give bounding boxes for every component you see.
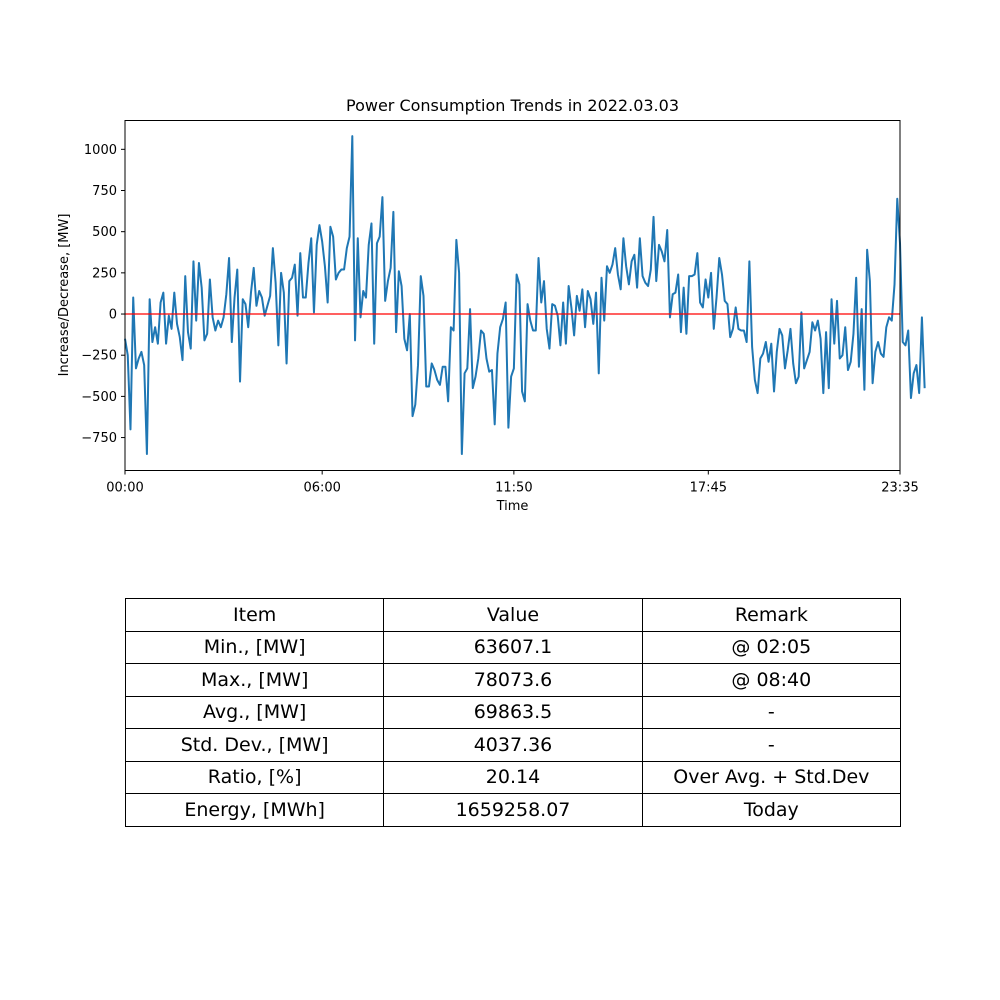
row-value: 69863.5 [383, 695, 643, 729]
row-value: 20.14 [383, 760, 643, 794]
row-item: Min., [MW] [124, 630, 385, 664]
row-remark: @ 02:05 [641, 630, 902, 664]
y-tick-label: 1000 [84, 143, 117, 158]
row-value: 78073.6 [383, 663, 643, 697]
row-item: Max., [MW] [124, 663, 385, 697]
y-tick-label: 500 [92, 225, 117, 240]
row-item: Avg., [MW] [124, 695, 385, 729]
line-chart: Power Consumption Trends in 2022.03.03 T… [57, 96, 926, 514]
header-item: Item [124, 598, 385, 632]
statistics-table: Item Value Remark Min., [MW] 63607.1 @ 0… [124, 598, 902, 827]
plot-frame [124, 120, 901, 471]
series-line [124, 135, 926, 456]
table-row: Std. Dev., [MW] 4037.36 - [124, 728, 902, 762]
x-axis-title: Time [496, 499, 529, 514]
table-row: Energy, [MWh] 1659258.07 Today [124, 793, 902, 827]
row-item: Ratio, [%] [124, 760, 385, 794]
x-tick-label: 06:00 [303, 481, 340, 496]
header-remark: Remark [641, 598, 902, 632]
y-tick-label: −500 [81, 390, 117, 405]
x-tick-label: 00:00 [106, 481, 143, 496]
row-value: 4037.36 [383, 728, 643, 762]
row-value: 63607.1 [383, 630, 643, 664]
y-tick-label: −250 [81, 349, 117, 364]
table-row: Avg., [MW] 69863.5 - [124, 695, 902, 729]
y-tick-label: 750 [92, 184, 117, 199]
row-remark: Over Avg. + Std.Dev [641, 760, 902, 794]
table-header-row: Item Value Remark [124, 598, 902, 632]
y-tick-label: 250 [92, 266, 117, 281]
y-tick-label: −750 [81, 431, 117, 446]
table-row: Min., [MW] 63607.1 @ 02:05 [124, 630, 902, 664]
x-tick-label: 11:50 [495, 481, 532, 496]
row-remark: - [641, 695, 902, 729]
row-value: 1659258.07 [383, 793, 643, 827]
table-row: Ratio, [%] 20.14 Over Avg. + Std.Dev [124, 760, 902, 794]
x-tick-label: 17:45 [690, 481, 727, 496]
header-value: Value [383, 598, 643, 632]
row-remark: @ 08:40 [641, 663, 902, 697]
chart-title: Power Consumption Trends in 2022.03.03 [346, 96, 679, 115]
row-remark: - [641, 728, 902, 762]
row-item: Std. Dev., [MW] [124, 728, 385, 762]
y-axis-title: Increase/Decrease, [MW] [57, 214, 72, 377]
row-remark: Today [641, 793, 902, 827]
y-tick-label: 0 [109, 308, 117, 323]
x-tick-label: 23:35 [881, 481, 918, 496]
table-row: Max., [MW] 78073.6 @ 08:40 [124, 663, 902, 697]
row-item: Energy, [MWh] [124, 793, 385, 827]
